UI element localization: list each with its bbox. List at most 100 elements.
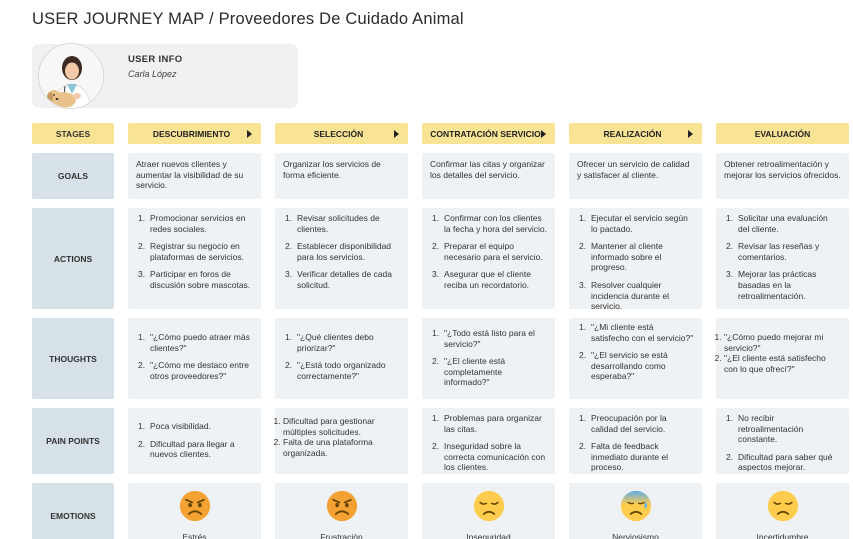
list-item: 2. "¿El servicio se está desarrollando co… [579, 350, 668, 382]
list-item: Falta de una plataforma organizada. [283, 437, 400, 458]
list-item: "¿El cliente está satisfecho con lo que … [724, 353, 841, 374]
actions-seleccion: 1. Revisar solicitudes de clientes. 2. Esta… [275, 208, 408, 309]
goal-seleccion: Organizar los servicios de forma eficien… [275, 153, 408, 199]
list-item: 2. Falta de feedback inmediato durante el… [579, 441, 669, 473]
emotion-label: Estrés [182, 531, 207, 539]
stage-label: EVALUACIÓN [754, 128, 811, 139]
pain-list: Dificultad para gestionar múltiples soli… [283, 416, 400, 458]
pain-list: 1. Problemas para organizar las citas. 2. I… [430, 413, 547, 473]
stage-label: SELECCIÓN [313, 128, 364, 139]
stage-header-realizacion[interactable]: REALIZACIÓN [569, 123, 702, 144]
actions-descubrimiento: 1. Promocionar servicios en redes sociale… [128, 208, 261, 309]
stage-header-seleccion[interactable]: SELECCIÓN [275, 123, 408, 144]
list-item: 2. Establecer disponibilidad para los ser… [285, 241, 392, 262]
thoughts-descubrimiento: 1. "¿Cómo puedo atraer más clientes?" 2. "¿… [128, 318, 261, 399]
list-item: 2. Revisar las reseñas y comentarios. [726, 241, 820, 262]
pain-points-row-header: PAIN POINTS [32, 408, 114, 474]
emotion-label: Inseguridad [466, 531, 511, 539]
play-arrow-icon [247, 130, 252, 138]
list-item: 3. Participar en foros de discusión sobre… [138, 269, 251, 290]
emotion-seleccion: Frustración [275, 483, 408, 539]
pain-list: 1. Poca visibilidad. 2. Dificultad para lle… [136, 421, 253, 460]
emotion-descubrimiento: Estrés [128, 483, 261, 539]
actions-list: 1. Promocionar servicios en redes sociale… [136, 213, 253, 291]
thoughts-list: 1. "¿Cómo puedo atraer más clientes?" 2. "¿… [136, 332, 253, 381]
thoughts-row-header: THOUGHTS [32, 318, 114, 399]
page-title: USER JOURNEY MAP / Proveedores De Cuidad… [32, 10, 464, 28]
thoughts-list: 1. "¿Mi cliente está satisfecho con el se… [577, 322, 694, 382]
list-item: 2. "¿Cómo me destaco entre otros proveedo… [138, 360, 249, 381]
pain-evaluacion: 1. No recibir retroalimentación constante… [716, 408, 849, 474]
list-item: 1. Ejecutar el servicio según lo pactado. [579, 213, 688, 234]
play-arrow-icon [394, 130, 399, 138]
goals-row-header: GOALS [32, 153, 114, 199]
actions-contratacion: 1. Confirmar con los clientes la fecha y … [422, 208, 555, 309]
list-item: "¿Cómo puedo mejorar mi servicio?" [724, 332, 841, 353]
disappointed-face-icon [473, 490, 505, 525]
list-item: Dificultad para gestionar múltiples soli… [283, 416, 400, 437]
list-item: 3. Verificar detalles de cada solicitud. [285, 269, 392, 290]
list-item: 1. "¿Mi cliente está satisfecho con el se… [579, 322, 694, 343]
emotions-row-header: EMOTIONS [32, 483, 114, 539]
thoughts-evaluacion: "¿Cómo puedo mejorar mi servicio?""¿El c… [716, 318, 849, 399]
stage-label: DESCUBRIMIENTO [152, 128, 231, 139]
thoughts-seleccion: 1. "¿Qué clientes debo priorizar?" 2. "¿Est… [275, 318, 408, 399]
disappointed-face-icon [767, 490, 799, 525]
list-item: 1. Poca visibilidad. [138, 421, 211, 431]
journey-map-grid: STAGES DESCUBRIMIENTO SELECCIÓN CONTRATA… [32, 123, 849, 539]
stage-label: REALIZACIÓN [603, 128, 662, 139]
stages-row-header: STAGES [32, 123, 114, 144]
stage-header-evaluacion[interactable]: EVALUACIÓN [716, 123, 849, 144]
avatar [38, 43, 104, 109]
list-item: 1. "¿Cómo puedo atraer más clientes?" [138, 332, 250, 353]
pain-contratacion: 1. Problemas para organizar las citas. 2. I… [422, 408, 555, 474]
thoughts-list: 1. "¿Todo está listo para el servicio?" 2.… [430, 328, 547, 388]
goal-contratacion: Confirmar las citas y organizar los deta… [422, 153, 555, 199]
list-item: 1. "¿Qué clientes debo priorizar?" [285, 332, 374, 353]
user-name: Carla López [128, 69, 177, 79]
emotion-label: Frustración [320, 531, 363, 539]
actions-realizacion: 1. Ejecutar el servicio según lo pactado.… [569, 208, 702, 312]
thoughts-realizacion: 1. "¿Mi cliente está satisfecho con el se… [569, 318, 702, 399]
list-item: 1. Solicitar una evaluación del cliente. [726, 213, 828, 234]
pain-descubrimiento: 1. Poca visibilidad. 2. Dificultad para lle… [128, 408, 261, 474]
play-arrow-icon [541, 130, 546, 138]
list-item: 2. "¿El cliente está completamente inform… [432, 356, 506, 388]
pain-list: 1. No recibir retroalimentación constante… [724, 413, 841, 473]
stage-header-contratacion[interactable]: CONTRATACIÓN SERVICIO [422, 123, 555, 144]
stage-header-descubrimiento[interactable]: DESCUBRIMIENTO [128, 123, 261, 144]
angry-face-icon [326, 490, 358, 525]
emotion-label: Nerviosismo [612, 531, 659, 539]
emotion-contratacion: Inseguridad [422, 483, 555, 539]
list-item: 1. Problemas para organizar las citas. [432, 413, 542, 434]
list-item: 2. Registrar su negocio en plataformas de… [138, 241, 245, 262]
emotion-label: Incertidumbre [756, 531, 809, 539]
list-item: 1. "¿Todo está listo para el servicio?" [432, 328, 535, 349]
pain-realizacion: 1. Preocupación por la calidad del servic… [569, 408, 702, 474]
thoughts-list: 1. "¿Qué clientes debo priorizar?" 2. "¿Est… [283, 332, 400, 381]
list-item: 3. Mejorar las prácticas basadas en la re… [726, 269, 817, 301]
play-arrow-icon [688, 130, 693, 138]
list-item: 2. Dificultad para saber qué aspectos mej… [726, 451, 833, 473]
goal-evaluacion: Obtener retroalimentación y mejorar los … [716, 153, 849, 199]
goal-descubrimiento: Atraer nuevos clientes y aumentar la vis… [128, 153, 261, 199]
user-info-card: USER INFO Carla López [32, 43, 298, 109]
actions-list: 1. Solicitar una evaluación del cliente. 2… [724, 213, 841, 301]
actions-row-header: ACTIONS [32, 208, 114, 309]
list-item: 2. Inseguridad sobre la correcta comunica… [432, 441, 546, 473]
list-item: 1. Preocupación por la calidad del servic… [579, 413, 667, 434]
actions-list: 1. Ejecutar el servicio según lo pactado.… [577, 213, 694, 312]
pain-seleccion: Dificultad para gestionar múltiples soli… [275, 408, 408, 474]
list-item: 3. Resolver cualquier incidencia durante … [579, 279, 669, 312]
list-item: 1. Promocionar servicios en redes sociale… [138, 213, 246, 234]
angry-face-icon [179, 490, 211, 525]
list-item: 2. Preparar el equipo necesario para el s… [432, 241, 543, 262]
emotion-evaluacion: Incertidumbre [716, 483, 849, 539]
thoughts-list: "¿Cómo puedo mejorar mi servicio?""¿El c… [724, 332, 841, 374]
list-item: 3. Asegurar que el cliente reciba un reco… [432, 269, 531, 290]
anxious-sweat-face-icon [620, 490, 652, 525]
actions-list: 1. Confirmar con los clientes la fecha y … [430, 213, 547, 291]
pain-list: 1. Preocupación por la calidad del servic… [577, 413, 694, 473]
actions-evaluacion: 1. Solicitar una evaluación del cliente. 2… [716, 208, 849, 309]
vet-with-dog-illustration [39, 44, 103, 108]
